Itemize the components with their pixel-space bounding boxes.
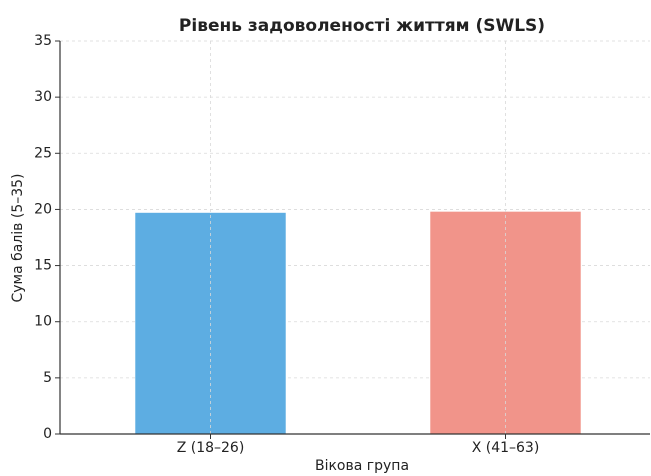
y-tick-label: 30 — [34, 89, 52, 105]
y-tick-label: 0 — [43, 426, 52, 442]
y-tick-label: 35 — [34, 33, 52, 49]
y-tick-label: 5 — [43, 370, 52, 386]
y-tick-label: 15 — [34, 258, 52, 274]
x-tick-label: Z (18–26) — [177, 440, 245, 456]
y-tick-label: 20 — [34, 201, 52, 217]
y-tick-label: 25 — [34, 145, 52, 161]
x-axis-label: Вікова група — [315, 458, 409, 474]
x-tick-label: X (41–63) — [472, 440, 540, 456]
y-axis-label: Сума балів (5–35) — [10, 173, 26, 302]
chart-title: Рівень задоволеності життям (SWLS) — [179, 16, 545, 36]
y-tick-label: 10 — [34, 314, 52, 330]
